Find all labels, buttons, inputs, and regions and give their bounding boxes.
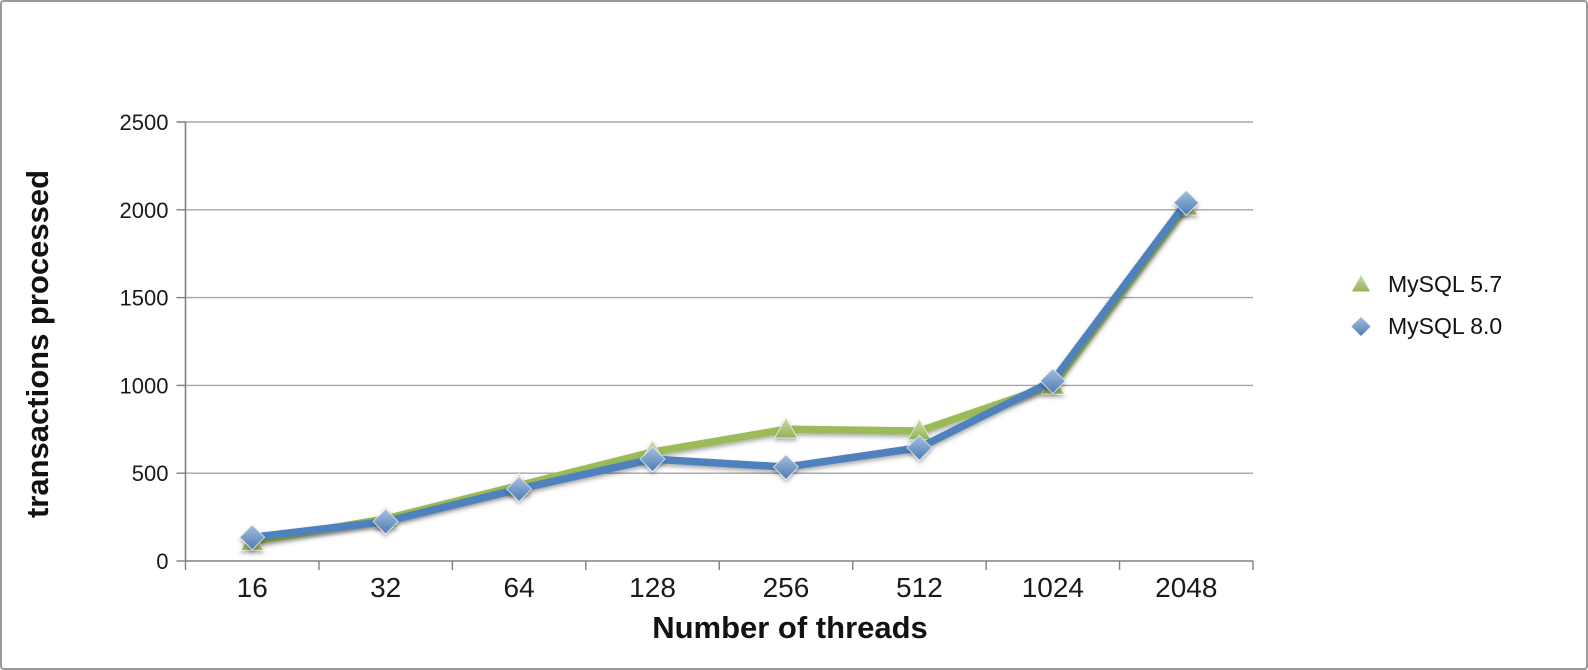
y-tick-label: 1000 (120, 373, 169, 398)
legend-label: MySQL 8.0 (1388, 313, 1503, 339)
data-point-marker (372, 508, 400, 535)
x-tick-label: 1024 (1022, 572, 1084, 603)
y-tick-label: 500 (132, 461, 169, 486)
y-tick-label: 2500 (120, 110, 169, 135)
data-point-marker (505, 475, 533, 503)
x-tick-label: 32 (370, 572, 401, 603)
y-axis-title: transactions processed (20, 169, 55, 519)
data-point-marker (238, 523, 266, 551)
data-point-marker (773, 416, 799, 439)
legend-marker-icon (1350, 273, 1372, 293)
x-axis-title: Number of threads (652, 610, 928, 645)
legend-swatch-mysql-8-0-icon (1334, 315, 1388, 338)
x-tick-label: 128 (629, 572, 676, 603)
x-tick-label: 64 (504, 572, 535, 603)
data-point-marker (906, 434, 933, 462)
x-tick-label: 256 (763, 572, 810, 603)
series-line-0 (248, 202, 1191, 546)
legend: MySQL 5.7 MySQL 8.0 (1334, 270, 1502, 341)
y-tick-label: 0 (156, 549, 168, 574)
data-point-marker (1039, 367, 1067, 395)
legend-item-mysql-5-7: MySQL 5.7 (1334, 270, 1502, 299)
data-point-marker (639, 445, 666, 473)
legend-item-mysql-8-0: MySQL 8.0 (1334, 312, 1502, 341)
legend-swatch-mysql-5-7-icon (1334, 273, 1388, 293)
legend-marker-icon (1350, 315, 1372, 338)
data-point-marker (1172, 189, 1200, 217)
series-line-1 (248, 199, 1191, 542)
legend-label: MySQL 5.7 (1388, 271, 1503, 297)
y-tick-label: 1500 (120, 286, 169, 311)
x-tick-label: 16 (237, 572, 268, 603)
x-tick-label: 2048 (1155, 572, 1217, 603)
x-tick-label: 512 (896, 572, 943, 603)
data-point-marker (772, 453, 800, 481)
y-tick-label: 2000 (120, 198, 169, 223)
